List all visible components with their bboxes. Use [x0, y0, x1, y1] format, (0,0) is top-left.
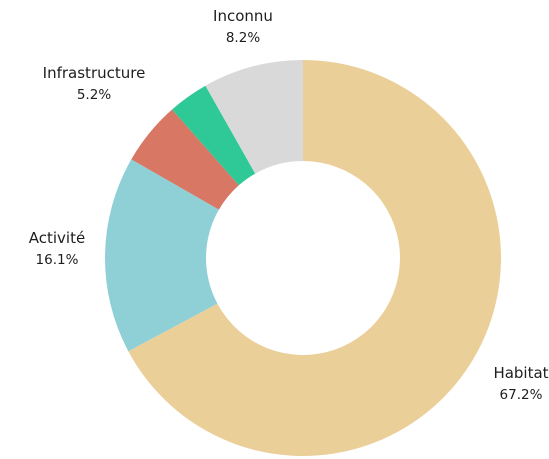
slice-label: Inconnu	[213, 7, 273, 25]
slice-inconnu	[205, 60, 303, 174]
slice-infrastructure	[131, 109, 239, 210]
slice-labels: Habitat 67.2% Activité 16.1% Infrastructure 5…	[29, 7, 549, 403]
slice-label: Habitat	[493, 364, 548, 382]
donut-slices	[104, 60, 502, 457]
slice-activite	[104, 159, 219, 352]
slice-value-label: 8.2%	[226, 30, 260, 46]
slice-value-label: 16.1%	[36, 252, 79, 268]
slice-unlabeled	[172, 85, 256, 186]
slice-label: Infrastructure	[43, 64, 146, 82]
slice-label: Activité	[29, 229, 85, 247]
slice-value-label: 67.2%	[500, 387, 543, 403]
slice-value-label: 5.2%	[77, 87, 111, 103]
slice-habitat	[128, 60, 502, 457]
